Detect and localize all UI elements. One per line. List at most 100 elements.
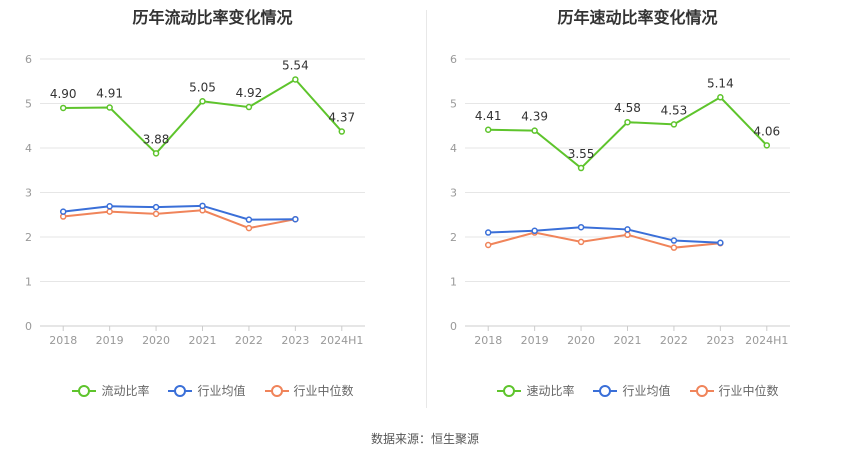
chart-panel-quick-ratio: 历年速动比率变化情况 0 1 2 3 4 5 6 2018 2019 2020 2021 2022 20… — [425, 0, 850, 415]
y-tick-label: 0 — [450, 320, 457, 333]
data-label: 4.91 — [96, 87, 123, 101]
x-tick-label: 2024H1 — [320, 334, 363, 347]
legend-label: 行业均值 — [622, 384, 671, 398]
data-point — [577, 164, 585, 172]
data-point — [152, 150, 160, 157]
data-label: 4.92 — [236, 86, 263, 100]
data-point — [245, 224, 253, 232]
chart-plot-current-ratio: 0 1 2 3 4 5 6 2018 2019 2020 2021 2022 2023 2024H1 4.9… — [25, 53, 365, 347]
data-point — [245, 103, 253, 111]
x-tick-label: 2022 — [660, 334, 688, 347]
legend-swatch-icon — [72, 384, 97, 397]
chart-title: 历年速动比率变化情况 — [557, 8, 718, 27]
data-point — [199, 98, 206, 105]
legend-item[interactable]: 流动比率 — [71, 382, 149, 399]
data-point — [717, 239, 724, 247]
data-point — [577, 238, 585, 246]
legend-label: 行业中位数 — [718, 384, 779, 398]
x-tick-label: 2020 — [567, 334, 595, 347]
legend-label: 速动比率 — [526, 384, 575, 398]
data-label: 4.90 — [50, 87, 77, 101]
legend-swatch-icon — [264, 384, 289, 397]
series-line — [63, 204, 296, 221]
x-tick-label: 2019 — [521, 334, 549, 347]
y-tick-label: 1 — [450, 276, 457, 289]
legend-label: 行业均值 — [197, 384, 246, 398]
data-label: 5.54 — [282, 58, 309, 72]
data-point — [106, 104, 113, 111]
data-point — [338, 128, 346, 135]
legend-item[interactable]: 行业均值 — [592, 382, 671, 399]
panel-divider — [426, 10, 427, 408]
data-point — [624, 118, 631, 126]
legend-label: 行业中位数 — [293, 384, 354, 398]
y-tick-label: 5 — [25, 98, 32, 111]
data-label: 5.14 — [707, 76, 734, 90]
legend-label: 流动比率 — [101, 384, 150, 398]
x-tick-label: 2023 — [706, 334, 734, 347]
legend-swatch-icon — [168, 384, 193, 397]
legend-swatch-marker — [695, 384, 708, 397]
data-point — [59, 208, 67, 215]
x-tick-label: 2024H1 — [745, 334, 788, 347]
y-tick-label: 2 — [450, 231, 457, 244]
data-point — [152, 203, 160, 211]
data-label: 3.88 — [143, 132, 170, 146]
series-line — [63, 209, 296, 230]
x-tick-label: 2021 — [614, 334, 642, 347]
legend-item[interactable]: 行业中位数 — [689, 382, 779, 399]
chart-legend: 流动比率 行业均值 行业中位数 — [0, 382, 425, 399]
data-label: 4.58 — [614, 101, 641, 115]
y-tick-label: 5 — [450, 98, 457, 111]
data-point — [763, 142, 771, 149]
data-point — [484, 241, 492, 249]
source-note: 数据来源：恒生聚源 — [370, 432, 479, 446]
data-point — [484, 126, 492, 134]
legend-item[interactable]: 行业中位数 — [264, 382, 354, 399]
series-line — [487, 231, 721, 249]
x-tick-label: 2019 — [96, 334, 124, 347]
data-label: 3.55 — [568, 147, 595, 161]
data-point — [59, 104, 67, 112]
data-point — [670, 121, 678, 128]
series-line — [488, 226, 721, 244]
data-point — [245, 216, 253, 223]
data-point — [531, 127, 538, 134]
y-tick-label: 3 — [25, 187, 32, 200]
data-point — [106, 203, 113, 210]
legend-item[interactable]: 速动比率 — [496, 382, 574, 399]
y-tick-label: 4 — [25, 142, 32, 155]
legend-swatch-icon — [497, 384, 522, 397]
chart-title: 历年流动比率变化情况 — [132, 8, 293, 27]
x-tick-label: 2022 — [235, 334, 263, 347]
data-point — [717, 94, 724, 101]
y-tick-label: 6 — [450, 53, 457, 66]
x-tick-label: 2018 — [474, 334, 502, 347]
data-point — [199, 202, 206, 210]
data-point — [484, 229, 492, 236]
data-point — [106, 208, 113, 215]
legend-item[interactable]: 行业均值 — [167, 382, 246, 399]
data-point — [292, 76, 299, 83]
data-label: 4.53 — [661, 103, 688, 117]
data-point — [531, 227, 538, 235]
data-label: 5.05 — [189, 80, 216, 94]
y-tick-label: 4 — [450, 142, 457, 155]
legend-swatch-marker — [599, 384, 612, 397]
chart-plot-quick-ratio: 0 1 2 3 4 5 6 2018 2019 2020 2021 2022 2023 2024H1 4.4… — [450, 53, 790, 347]
x-tick-label: 2023 — [281, 334, 309, 347]
y-tick-label: 6 — [25, 53, 32, 66]
legend-swatch-marker — [174, 384, 187, 397]
x-tick-label: 2021 — [189, 334, 217, 347]
data-label: 4.37 — [328, 111, 355, 125]
data-point — [670, 244, 678, 251]
legend-swatch-icon — [689, 384, 714, 397]
data-label: 4.06 — [753, 124, 780, 138]
data-point — [292, 215, 299, 223]
y-tick-label: 1 — [25, 276, 32, 289]
y-tick-label: 2 — [25, 231, 32, 244]
data-point — [577, 223, 585, 231]
legend-swatch-marker — [270, 384, 283, 397]
x-tick-label: 2020 — [142, 334, 170, 347]
data-label: 4.39 — [521, 110, 548, 124]
